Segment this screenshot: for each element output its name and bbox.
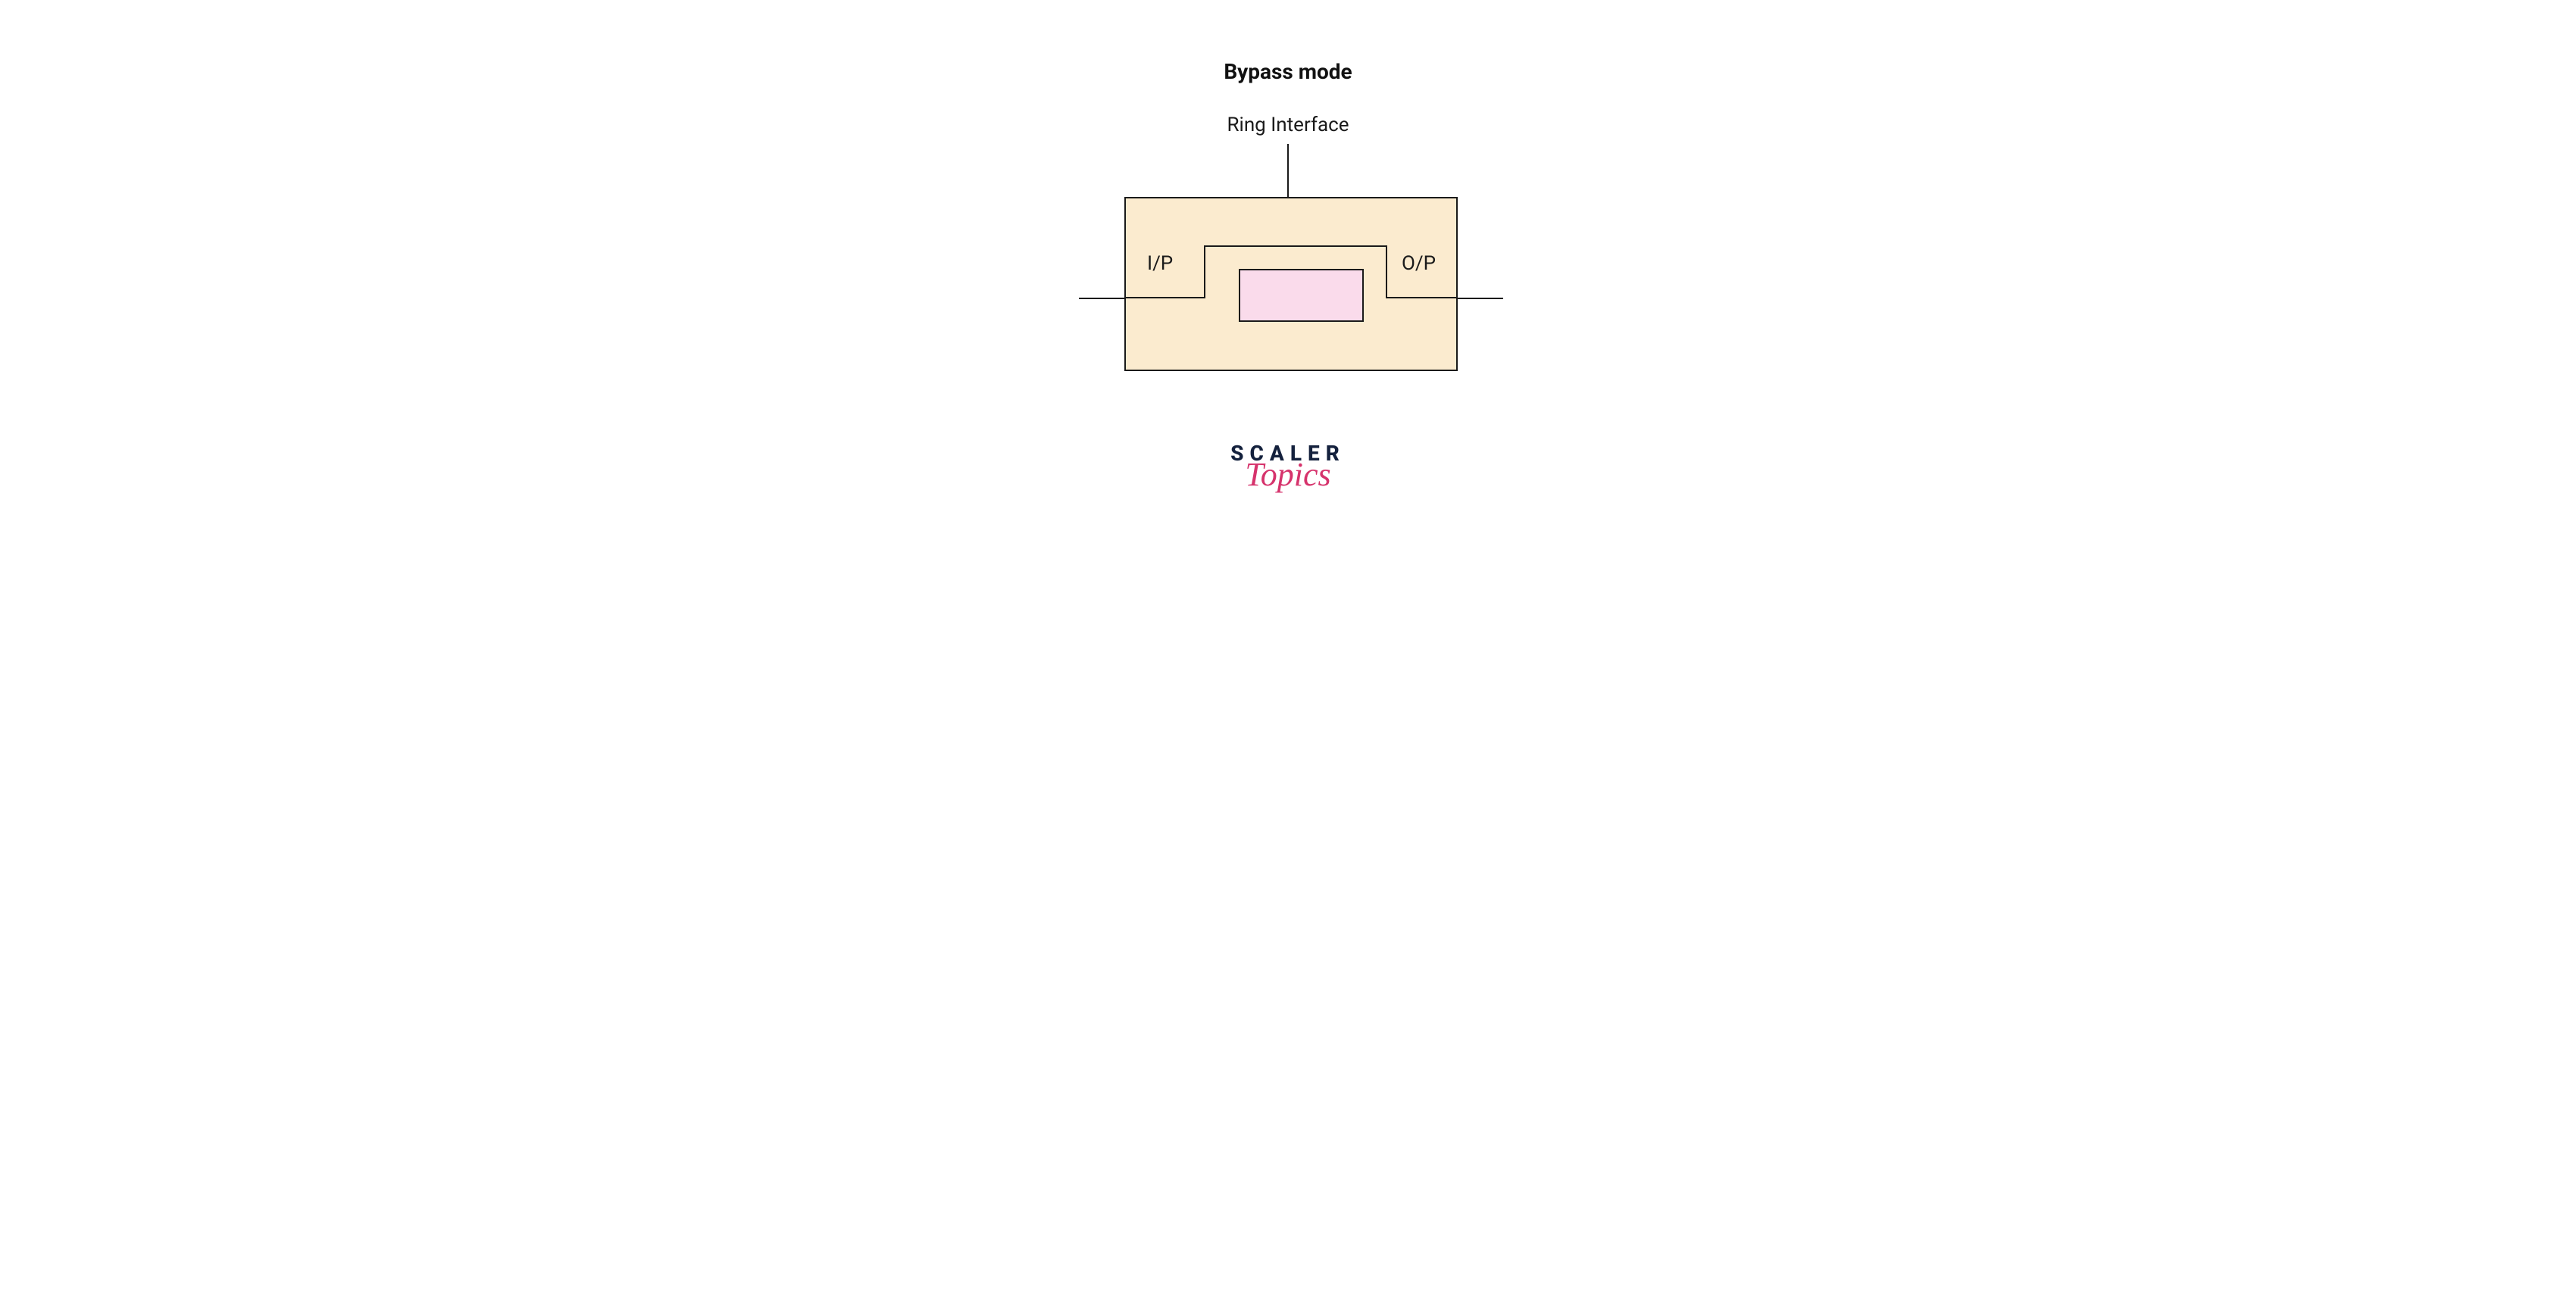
brand-logo: SCALER Topics	[705, 441, 1871, 494]
diagram-canvas: Bypass mode Ring Interface I/P O/P SCALE…	[705, 0, 1871, 594]
pointer-line	[1287, 144, 1289, 197]
diagram-subtitle: Ring Interface	[705, 114, 1871, 136]
output-lead-line	[1458, 298, 1503, 299]
inner-module-box	[1239, 269, 1364, 322]
diagram-title: Bypass mode	[705, 59, 1871, 84]
brand-line2: Topics	[705, 455, 1871, 494]
input-label: I/P	[1147, 252, 1173, 275]
input-lead-line	[1079, 298, 1124, 299]
output-label: O/P	[1402, 252, 1436, 275]
